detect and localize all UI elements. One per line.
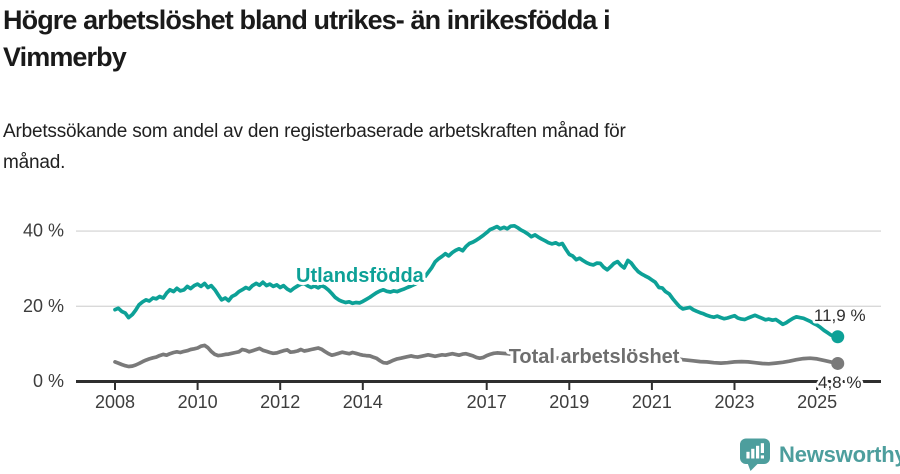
series-label-total-arbetsl-shet: Total arbetslöshet: [509, 346, 680, 368]
y-tick-label-40: 40 %: [23, 221, 64, 241]
x-tick-label-2017: 2017: [467, 392, 507, 412]
chart-subtitle-line2: månad.: [3, 152, 66, 173]
y-tick-label-20: 20 %: [23, 296, 64, 316]
series-end-dot-utlandsf-dda: [831, 330, 845, 344]
series-label-utlandsf-dda: Utlandsfödda: [296, 265, 425, 287]
series-end-dot-total-arbetsl-shet: [831, 356, 845, 370]
newsworthy-logo[interactable]: Newsworthy: [739, 437, 900, 472]
end-value-label-total-arbetsl-shet: 4,8 %: [818, 373, 861, 392]
series-line-utlandsf-dda: [113, 223, 840, 339]
chart-title: Högre arbetslöshet bland utrikes- än inr…: [3, 2, 863, 76]
x-tick-label-2023: 2023: [714, 392, 754, 412]
line-chart: 2008 2010 2012 2014 2017 2019 2021 2023 2025 0 % 2…: [23, 221, 881, 412]
x-tick-label-2012: 2012: [260, 392, 300, 412]
chart-subtitle: Arbetssökande som andel av den registerb…: [3, 116, 853, 178]
x-tick-label-2021: 2021: [632, 392, 672, 412]
x-tick-label-2010: 2010: [178, 392, 218, 412]
series-line-total-arbetsl-shet: [113, 343, 840, 369]
x-tick-label-2008: 2008: [95, 392, 135, 412]
x-tick-label-2014: 2014: [343, 392, 383, 412]
x-tick-label-2019: 2019: [549, 392, 589, 412]
end-value-label-utlandsf-dda: 11,9 %: [814, 306, 866, 325]
newsworthy-bar-chart-speech-bubble-icon: [740, 438, 770, 471]
chart-title-line1: Högre arbetslöshet bland utrikes- än inr…: [3, 5, 611, 35]
x-tick-label-2025: 2025: [797, 392, 837, 412]
chart-title-line2: Vimmerby: [3, 42, 127, 72]
y-tick-label-0: 0 %: [33, 371, 64, 391]
newsworthy-wordmark: Newsworthy: [779, 441, 900, 467]
chart-subtitle-line1: Arbetssökande som andel av den registerb…: [3, 121, 626, 142]
